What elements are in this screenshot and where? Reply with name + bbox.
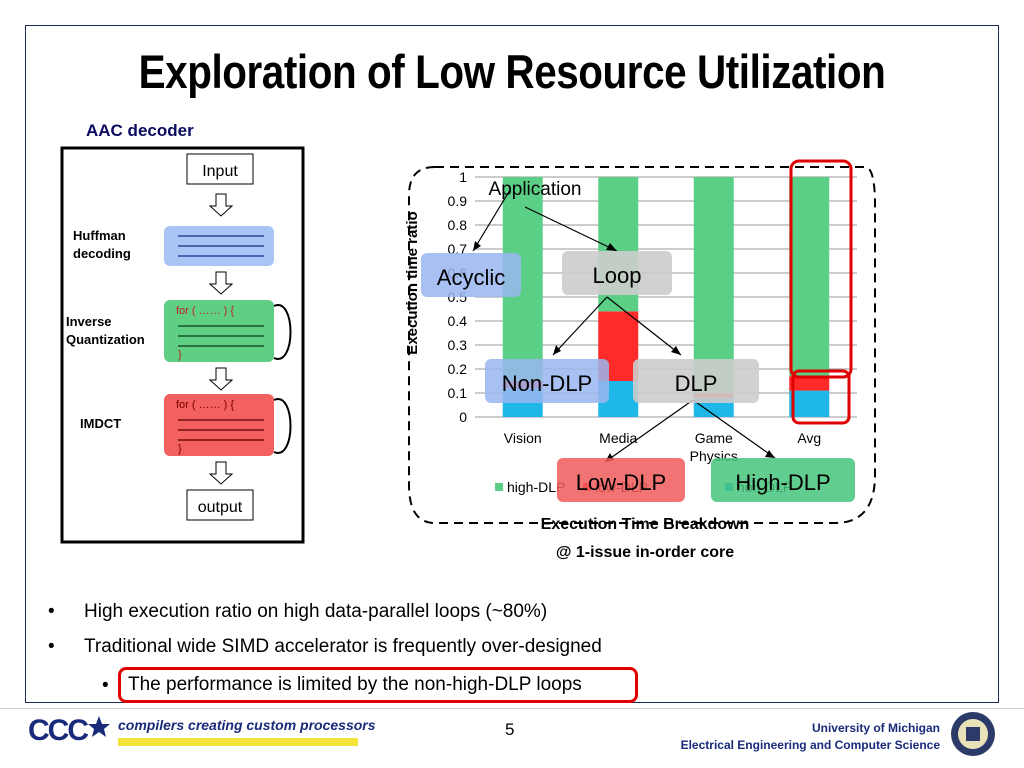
page-number: 5 xyxy=(505,720,515,739)
annotation-arrows xyxy=(472,189,776,463)
department-name: Electrical Engineering and Computer Scie… xyxy=(680,738,940,752)
bullet-dot: • xyxy=(48,601,55,622)
y-tick-label: 0.3 xyxy=(448,337,468,353)
dlp-label: DLP xyxy=(675,371,718,396)
input-box xyxy=(186,153,254,185)
high-dlp-box xyxy=(711,458,855,502)
legend-swatch xyxy=(495,483,503,491)
bar-high-DLP xyxy=(693,177,734,393)
high-dlp-label: High-DLP xyxy=(735,470,830,495)
y-tick-label: 0.9 xyxy=(448,193,468,209)
slide-title: Exploration of Low Resource Utilization xyxy=(138,45,886,98)
non-dlp-box xyxy=(485,359,609,403)
y-axis-label: Execution time ratio xyxy=(404,211,421,354)
footer-tagline: compilers creating custom processors xyxy=(118,717,376,733)
flow-diagram: Input Huffman decoding for ( …… ) { } In… xyxy=(60,146,305,544)
bullet-2-text: Traditional wide SIMD accelerator is fre… xyxy=(84,636,602,657)
non-dlp-label: Non-DLP xyxy=(502,371,592,396)
down-arrow-icon xyxy=(208,367,234,391)
bar-high-DLP xyxy=(789,177,830,377)
huffman-label-2: decoding xyxy=(73,246,131,261)
chart-caption-2: @ 1-issue in-order core xyxy=(556,544,734,561)
down-arrow-icon xyxy=(208,193,234,217)
huffman-label-1: Huffman xyxy=(73,228,126,243)
chart-bars xyxy=(502,177,830,417)
y-tick-label: 0 xyxy=(459,409,467,425)
bullet-dot: • xyxy=(102,675,109,696)
output-label: output xyxy=(198,499,243,516)
sub-bullet-text: The performance is limited by the non-hi… xyxy=(128,674,582,695)
sub-bullet-highlight xyxy=(118,667,638,703)
bar-low-DLP xyxy=(789,376,830,391)
loop-label: Loop xyxy=(593,263,642,288)
acyclic-label: Acyclic xyxy=(437,265,505,290)
x-tick-label: Media xyxy=(599,430,637,446)
ccc-logo: CCC xyxy=(28,714,89,747)
university-name: University of Michigan xyxy=(811,721,940,735)
input-label: Input xyxy=(202,163,238,180)
application-label: Application xyxy=(489,179,582,200)
bar-non-DLP xyxy=(789,390,830,417)
dlp-box xyxy=(633,359,759,403)
acyclic-box xyxy=(421,253,521,297)
dashed-outline xyxy=(408,166,876,524)
loop-box xyxy=(562,251,672,295)
loop-arrow-icon xyxy=(273,304,292,360)
university-seal-icon xyxy=(951,712,995,756)
avg-highlight-bottom xyxy=(791,369,851,425)
flow-heading: AAC decoder xyxy=(86,121,194,140)
tagline-underline xyxy=(118,738,358,746)
iq-code-close: } xyxy=(178,349,182,361)
iq-label-2: Quantization xyxy=(66,332,145,347)
legend-label: high-DLP xyxy=(507,479,565,495)
y-tick-label: 0.1 xyxy=(448,385,468,401)
footer-divider xyxy=(0,708,1024,709)
bullet-dot: • xyxy=(48,636,55,657)
y-tick-label: 0.4 xyxy=(448,313,468,329)
x-tick-label: Vision xyxy=(504,430,542,446)
x-tick-label: Game xyxy=(695,430,733,446)
down-arrow-icon xyxy=(208,271,234,295)
iq-lines xyxy=(178,325,264,347)
y-tick-label: 0.8 xyxy=(448,217,468,233)
low-dlp-label: Low-DLP xyxy=(576,470,666,495)
down-arrow-icon xyxy=(208,461,234,485)
imdct-code-open: for ( …… ) { xyxy=(176,399,234,411)
chart-caption-1: Execution Time Breakdown xyxy=(541,516,750,533)
star-icon xyxy=(88,716,110,737)
low-dlp-box xyxy=(557,458,685,502)
imdct-lines xyxy=(178,419,264,441)
x-tick-label: Avg xyxy=(797,430,821,446)
imdct-label: IMDCT xyxy=(80,416,121,431)
imdct-code-close: } xyxy=(178,443,182,455)
iq-label-1: Inverse xyxy=(66,314,112,329)
loop-arrow-icon xyxy=(273,398,292,454)
iq-code-open: for ( …… ) { xyxy=(176,305,234,317)
bullet-1-text: High execution ratio on high data-parall… xyxy=(84,601,548,622)
y-tick-label: 0.2 xyxy=(448,361,468,377)
execution-chart: Execution time ratio 00.10.20.30.40.50.6… xyxy=(404,159,876,561)
huffman-lines xyxy=(178,235,264,257)
y-tick-label: 1 xyxy=(459,169,467,185)
output-box xyxy=(186,489,254,521)
avg-highlight-top xyxy=(789,159,853,379)
